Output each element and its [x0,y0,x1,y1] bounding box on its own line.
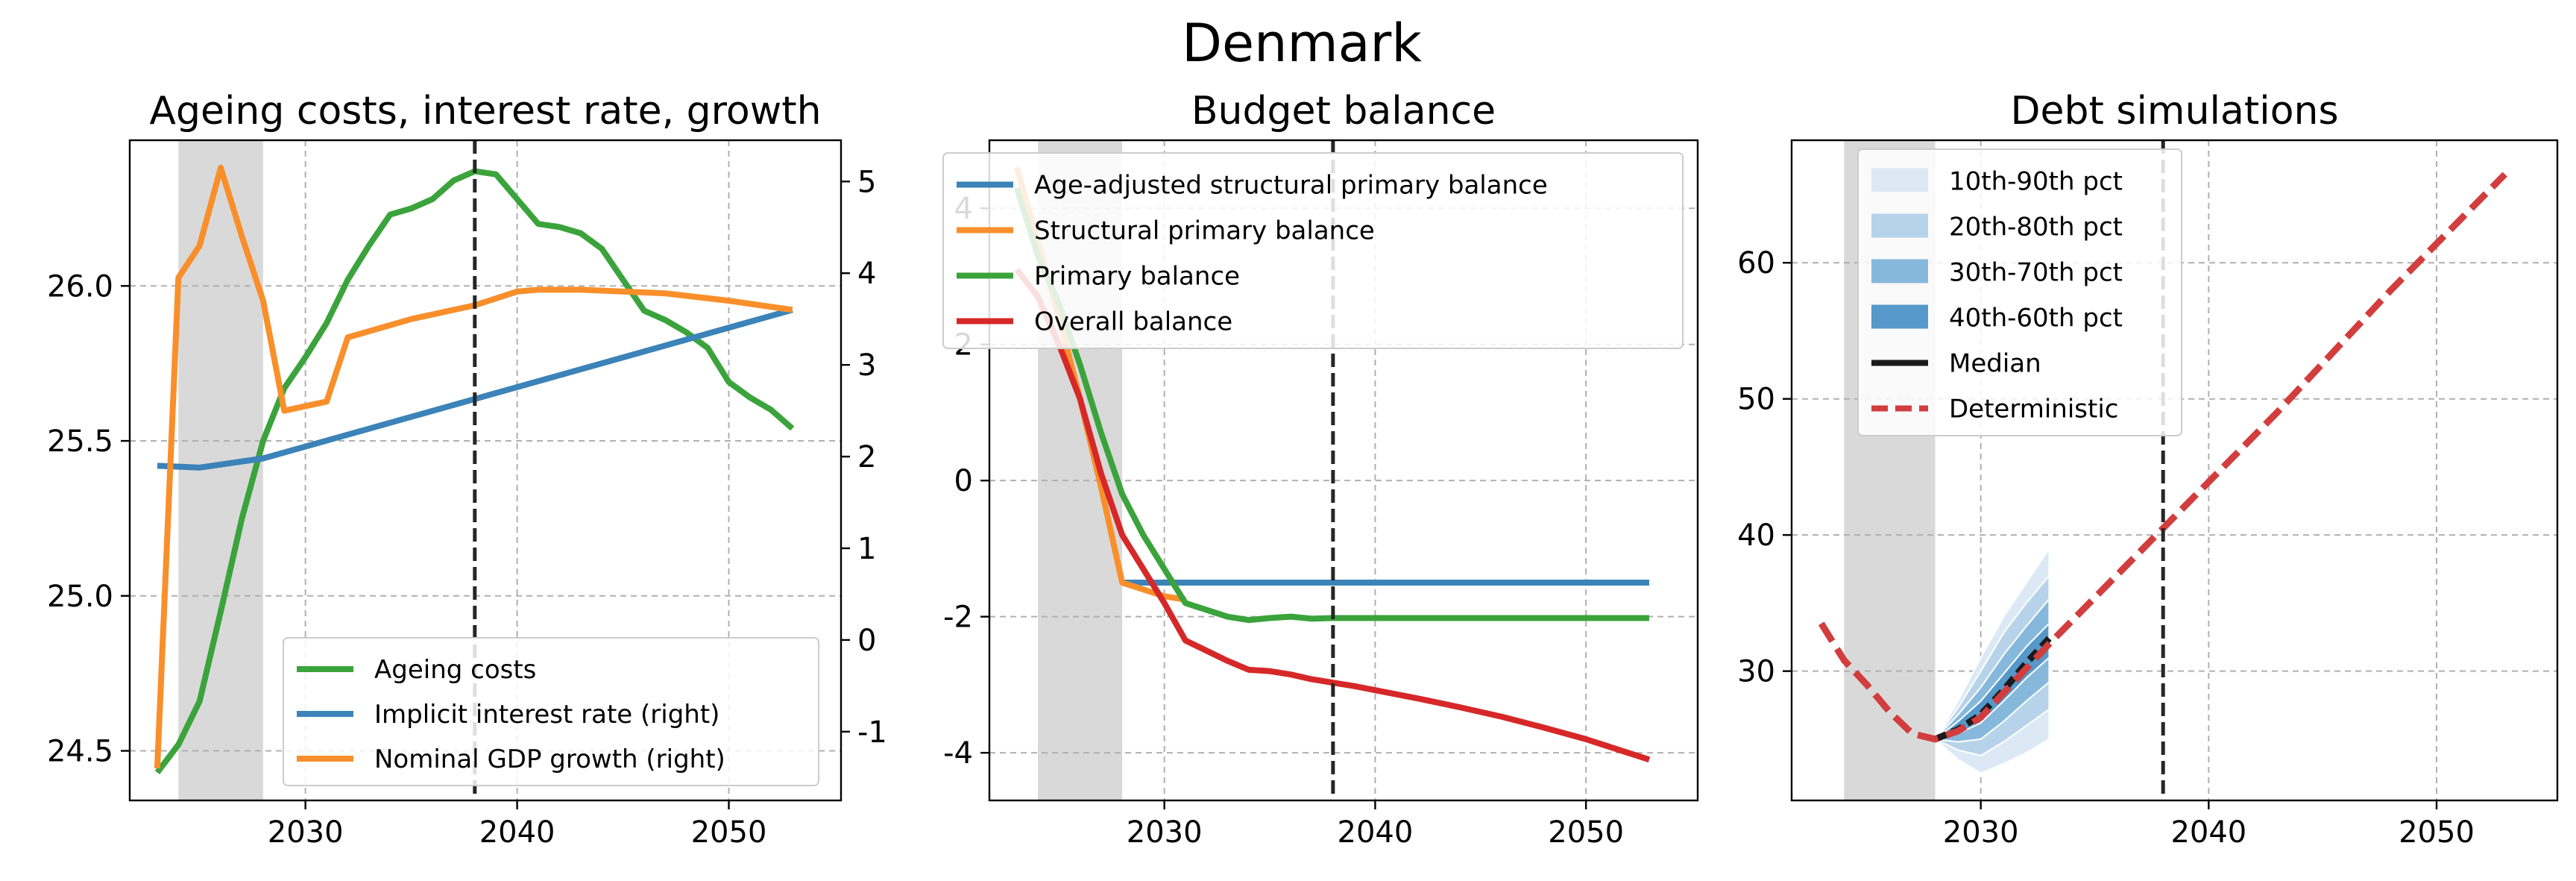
legend-entry: Structural primary balance [957,216,1375,246]
legend: 10th-90th pct 20th-80th pct 30th-70th pct 4… [1857,148,2182,436]
y-tick-label: 50 [1737,383,1775,417]
legend-swatch [1871,168,1928,192]
x-tick-label: 2040 [1338,815,1414,850]
legend: Age-adjusted structural primary balance S… [942,152,1684,349]
legend-frame [283,637,819,786]
x-tick-label: 2030 [1127,815,1203,850]
figure-title: Denmark [1182,13,1422,74]
y2-tick-label: -1 [857,715,887,750]
projection-shade [178,140,263,800]
panel-title: Ageing costs, interest rate, growth [149,89,821,134]
legend-label: Overall balance [1034,307,1232,337]
series-line-overall-balance [1014,267,1651,763]
legend-label: 10th-90th pct [1949,167,2123,197]
x-tick-label: 2050 [1548,815,1624,850]
legend-entry: 40th-60th pct [1871,304,2123,333]
y2-tick-label: 1 [857,532,876,566]
legend-label: Implicit interest rate (right) [374,700,719,730]
series-line-implicit-interest-rate-right [157,307,793,471]
y2-tick-label: 4 [857,257,876,291]
y-tick-label: 0 [954,464,973,498]
legend-label: Deterministic [1949,395,2118,424]
panel-ageing-costs: 2030 2040 2050 24.5 25.0 25.5 26.0 -1 0 1 2 3 4 5 Agei… [47,89,887,850]
series-line-primary-balance [1013,186,1649,624]
y-tick-label: -4 [943,736,973,771]
legend-label: Primary balance [1034,262,1240,292]
legend-frame [1857,148,2182,436]
legend-label: Age-adjusted structural primary balance [1034,171,1548,201]
legend-entry: Primary balance [957,262,1240,292]
y-tick-label: 26.0 [47,269,113,304]
legend-entry: Median [1871,349,2041,379]
legend-frame [942,152,1684,349]
legend-entry: Age-adjusted structural primary balance [957,171,1548,201]
legend-label: Ageing costs [374,655,536,685]
legend-entry: Implicit interest rate (right) [297,700,719,730]
y-tick-label: 24.5 [47,735,113,769]
x-tick-label: 2050 [2399,815,2475,850]
legend-entry: 20th-80th pct [1871,213,2123,242]
legend: Ageing costs Implicit interest rate (righ… [283,637,819,786]
x-tick-label: 2040 [2170,815,2246,850]
y-tick-label: 25.5 [47,424,113,459]
legend-entry: Ageing costs [297,655,536,685]
legend-label: 20th-80th pct [1949,213,2123,242]
series-line-nominal-gdp-growth-right [154,164,793,769]
legend-entry: Overall balance [957,307,1232,337]
legend-swatch [1871,259,1928,283]
axes-frame [988,139,1699,802]
legend-entry: 30th-70th pct [1871,258,2123,288]
x-tick-label: 2040 [479,815,555,850]
y2-tick-label: 2 [857,440,876,474]
panel-title: Debt simulations [2010,89,2338,134]
y-tick-label: 30 [1737,655,1775,689]
legend-label: 30th-70th pct [1949,258,2123,288]
legend-swatch [1871,213,1928,238]
x-tick-label: 2030 [1943,815,2019,850]
panel-debt-simulations: 2030 2040 2050 30 40 50 60 Debt simulations 10th… [1737,89,2559,850]
x-tick-label: 2030 [268,815,344,850]
legend-label: Nominal GDP growth (right) [374,744,725,774]
y2-tick-label: 5 [857,165,876,199]
plot-area [1818,172,2507,774]
y2-tick-label: 0 [857,624,876,658]
y-tick-label: 40 [1737,518,1775,553]
axes-frame [128,139,843,802]
legend-entry: 10th-90th pct [1871,167,2123,197]
legend-label: Structural primary balance [1034,216,1375,246]
legend-entry: Nominal GDP growth (right) [297,744,725,774]
y2-tick-label: 3 [857,348,876,383]
legend-swatch [1871,304,1928,329]
legend-label: Median [1949,349,2041,379]
series-line-deterministic [1818,172,2507,743]
panel-title: Budget balance [1191,89,1496,134]
y-tick-label: 25.0 [47,580,113,614]
axes-frame [1790,139,2559,802]
legend-entry: Deterministic [1871,395,2118,424]
x-tick-label: 2050 [691,815,767,850]
y-tick-label: -2 [943,601,973,635]
legend-label: 40th-60th pct [1949,304,2123,333]
y-tick-label: 60 [1737,246,1775,280]
